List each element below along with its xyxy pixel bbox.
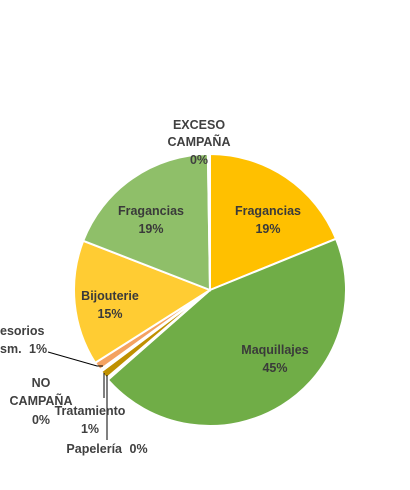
slice-value-exceso-campana: 0% [190,153,208,167]
slice-value-no-campana: 0% [32,413,50,427]
slice-label-fragancias-1: Fragancias [235,204,301,218]
slice-value-bijouterie: 15% [97,307,122,321]
pie-labels: Fragancias 19% Maquillajes 45% Papelería… [0,118,309,456]
slice-label-exceso-campana-2: CAMPAÑA [168,134,231,149]
slice-label-bijouterie: Bijouterie [81,289,139,303]
slice-value-fragancias-1: 19% [255,222,280,236]
pie-slice-maquillajes [106,237,347,428]
slice-value-fragancias-2: 19% [138,222,163,236]
slice-label-accesorios-name2: sm. [0,342,22,356]
slice-value-maquillajes: 45% [262,361,287,375]
pie-slice-fragancias-1 [209,152,338,292]
slice-label-accesorios-line2: sm. 1% [0,342,47,356]
leader-lines [47,351,108,440]
pie-slice-exceso-campana [206,152,211,291]
slice-label-tratamiento: Tratamiento [55,404,126,418]
pie-slices [73,152,347,428]
slice-label-no-campana-1: NO [32,376,51,390]
slice-label-no-campana-2: CAMPAÑA [10,393,73,408]
slice-value-papeleria: 0% [130,442,148,456]
slice-label-exceso-campana-1: EXCESO [173,118,225,132]
pie-slice-bijouterie [73,239,213,365]
slice-label-fragancias-2: Fragancias [118,204,184,218]
slice-label-papeleria: Papelería 0% [66,442,147,456]
slice-value-tratamiento: 1% [81,422,99,436]
slice-value-accesorios: 1% [29,342,47,356]
slice-label-accesorios: esorios [0,324,45,338]
slice-label-papeleria-name: Papelería [66,442,123,456]
slice-label-maquillajes: Maquillajes [241,343,308,357]
pie-slice-fragancias-2 [81,153,212,292]
leader-line-accesorios [47,351,103,367]
